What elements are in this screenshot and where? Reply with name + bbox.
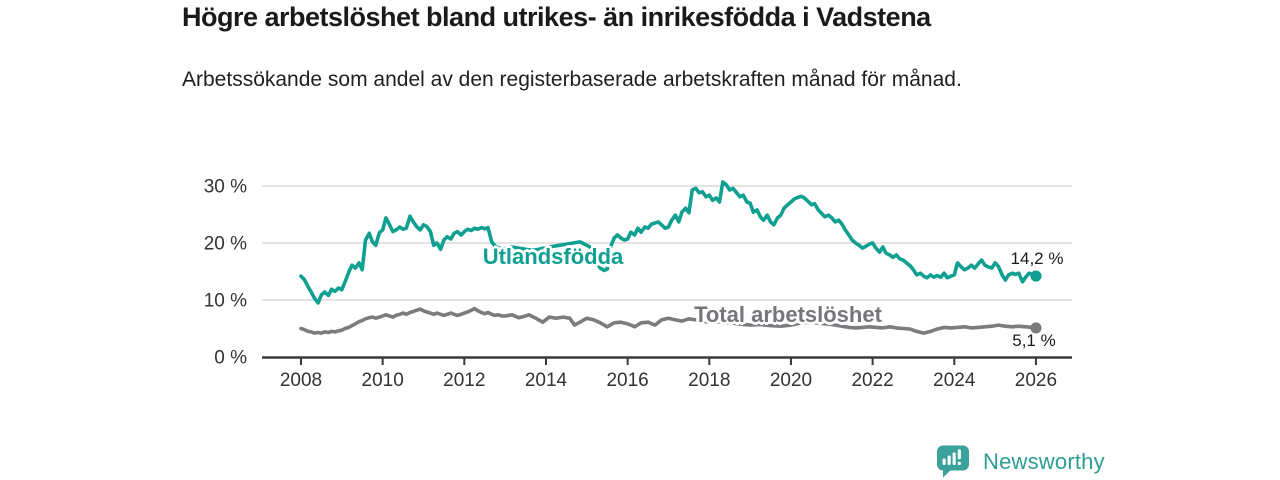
bar-chart-speech-bubble-icon <box>937 445 969 478</box>
page-title: Högre arbetslöshet bland utrikes- än inr… <box>182 2 931 32</box>
x-tick-label-2010: 2010 <box>362 370 404 391</box>
brand-name: Newsworthy <box>983 448 1105 474</box>
x-tick-label-2016: 2016 <box>606 370 648 391</box>
series-end-dot-total-arbetsloshet <box>1030 322 1042 334</box>
chart-subtitle: Arbetssökande som andel av den registerb… <box>182 68 962 91</box>
x-tick-label-2012: 2012 <box>443 370 485 391</box>
end-value-label-total: 5,1 % <box>1012 331 1056 350</box>
y-tick-label-10: 10 % <box>204 291 247 312</box>
series-line-utlandsfodda <box>299 180 1038 305</box>
exclamation-bar-glyph <box>957 449 961 460</box>
end-value-label-utlandsfodda: 14,2 % <box>1010 249 1064 268</box>
bar-glyph-tall <box>952 452 956 465</box>
bar-glyph-medium <box>947 455 951 465</box>
x-tick-label-2018: 2018 <box>688 370 730 391</box>
bar-glyph-short <box>942 458 946 465</box>
y-tick-label-20: 20 % <box>204 234 247 255</box>
x-tick-label-2026: 2026 <box>1015 370 1057 391</box>
x-tick-label-2008: 2008 <box>280 370 322 391</box>
x-tick-label-2020: 2020 <box>770 370 812 391</box>
y-tick-label-0: 0 % <box>214 348 247 369</box>
x-tick-label-2024: 2024 <box>933 370 976 391</box>
series-end-dot-utlandsfodda <box>1030 270 1042 282</box>
series-label-total-arbetsloshet: Total arbetslöshet <box>694 302 882 327</box>
y-tick-label-30: 30 % <box>204 177 247 198</box>
exclamation-dot-glyph <box>957 461 961 465</box>
newsworthy-logo: Newsworthy <box>936 445 1105 478</box>
series-label-utlandsfodda: Utlandsfödda <box>482 244 624 269</box>
x-tick-label-2022: 2022 <box>851 370 893 391</box>
series-line-total-arbetsloshet <box>299 306 1038 335</box>
x-tick-label-2014: 2014 <box>525 370 568 391</box>
